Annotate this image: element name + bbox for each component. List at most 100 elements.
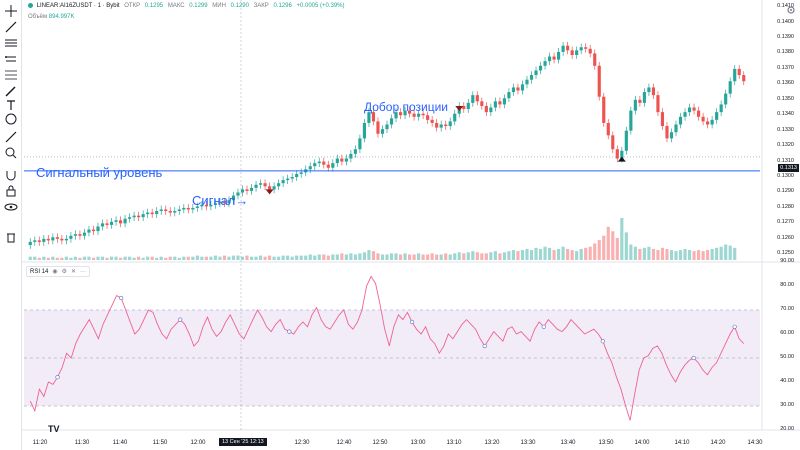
volume-bar [358,253,362,260]
volume-bar [674,251,678,260]
candle-body [380,129,385,134]
candle-body [150,212,154,215]
volume-bar [231,255,236,260]
candle-body [137,215,141,218]
crosshair-icon[interactable] [3,4,19,18]
candle-body [669,132,674,139]
eye-icon[interactable]: ◉ [52,269,58,275]
volume-bar [272,256,276,260]
candle-body [277,183,281,187]
candle-body [566,45,570,51]
candle-body [480,101,484,106]
candle-body [204,204,208,207]
signal-marker-icon [265,189,274,195]
candle-body [322,161,326,165]
candle-body [146,212,150,215]
candle-body [258,183,263,185]
brush-icon[interactable] [3,84,19,98]
candle-body [281,180,285,184]
volume-bar [64,256,68,260]
volume-bar [593,243,597,260]
time-tick-label: 13:10 [446,440,462,446]
volume-bar [642,247,646,260]
candle-body [240,189,245,193]
trend-line-icon[interactable] [3,20,19,34]
rsi-legend[interactable]: RSI 14 ◉ ⚙ ✕ ··· [26,266,91,277]
status-dot-icon [28,3,33,8]
zoom-icon[interactable] [3,146,19,160]
candle-body [602,96,606,123]
gear-icon[interactable] [786,2,796,14]
volume-bar [376,253,380,260]
close-icon[interactable]: ✕ [70,269,77,275]
channel-icon[interactable] [3,52,19,66]
annotation-signal[interactable]: Сигнал→ [192,193,249,208]
price-tick-label: 0.1340 [777,111,794,118]
candle-body [624,130,628,151]
chart-canvas[interactable] [22,0,800,450]
candle-body [575,50,579,55]
candle-body [633,99,637,111]
volume-bar [385,254,389,260]
text-icon[interactable] [3,98,19,112]
rsi-tick-label: 60.00 [780,330,794,336]
volume-bar [638,248,642,260]
volume-bar [407,254,412,260]
candle-body [268,186,272,190]
time-tick-label: 11:30 [74,440,90,446]
volume-bar [349,253,353,260]
volume-bar [588,246,592,260]
volume-bar [448,254,452,260]
volume-bar [69,257,73,260]
candle-body [299,172,303,174]
volume-bar [557,248,561,260]
candle-body [128,217,132,219]
volume-bar [629,244,633,260]
volume-bar [100,256,105,260]
symbol-info-bar[interactable]: LINEAR:AI16ZUSDT · 1 · Bybit ОТКР 0.1295… [28,3,348,9]
candle-body [706,121,710,125]
emoji-icon[interactable] [3,112,19,126]
chart-area[interactable]: LINEAR:AI16ZUSDT · 1 · Bybit ОТКР 0.1295… [22,0,800,450]
candle-body [209,204,213,207]
trash-icon[interactable] [3,230,19,244]
fib-icon[interactable] [3,68,19,82]
candle-body [349,153,353,159]
lock-icon[interactable] [3,184,19,198]
symbol-name[interactable]: LINEAR:AI16ZUSDT · 1 · Bybit [36,3,120,10]
candle-body [606,122,610,136]
candle-body [286,178,290,181]
rsi-pivot-point [119,295,124,301]
volume-bar [227,256,231,260]
candle-body [584,47,588,49]
magnet-icon[interactable] [3,168,19,182]
annotation-add-position[interactable]: Добор позиции [364,100,449,114]
candle-body [155,211,159,215]
ruler-icon[interactable] [3,130,19,144]
rsi-pivot-point [541,324,546,329]
price-tick-label: 0.1380 [777,49,794,56]
candle-body [51,237,55,241]
volume-bar [299,255,303,260]
candle-body [313,163,317,167]
volume-bar [159,256,163,260]
volume-legend[interactable]: Объём 894.997K [28,14,75,20]
candle-body [168,211,172,213]
annotation-signal-level[interactable]: Сигнальный уровень [36,165,163,180]
volume-bar [493,251,497,260]
tradingview-logo-icon[interactable]: TV [48,424,60,434]
horizontal-line-icon[interactable] [3,36,19,50]
candle-body [520,84,525,91]
volume-bar [286,255,290,260]
candle-body [683,112,687,117]
rsi-pivot-point [409,319,415,325]
candle-body [159,209,163,212]
candle-body [222,201,227,204]
eye-icon[interactable] [3,200,19,214]
candle-body [236,192,240,196]
settings-icon[interactable]: ⚙ [61,269,67,275]
price-tick-label: 0.1320 [777,142,794,149]
volume-bar [660,247,665,260]
more-icon[interactable]: ··· [80,268,87,275]
candle-body [227,200,231,204]
